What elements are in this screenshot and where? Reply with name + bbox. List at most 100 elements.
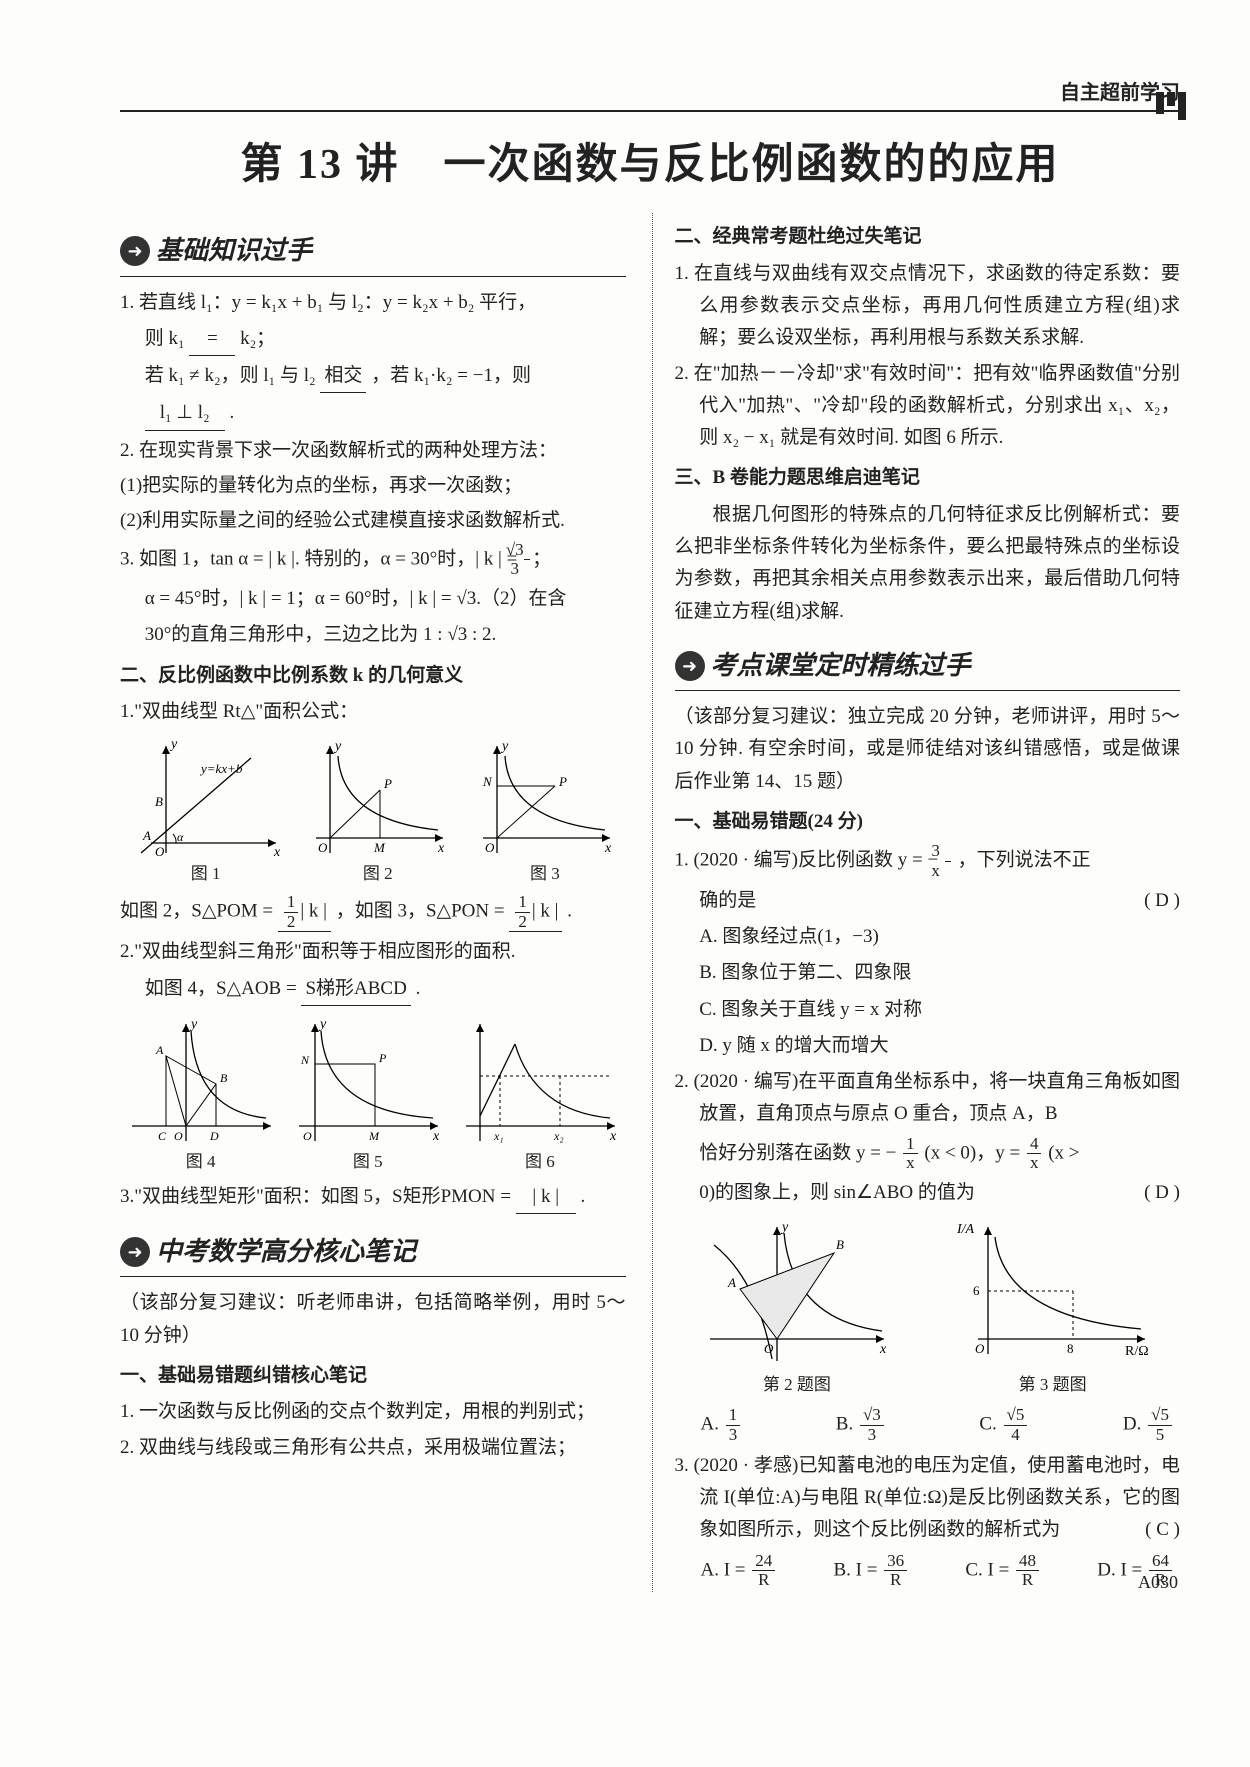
formula-2b: 如图 4，S△AOB = S梯形ABCD .: [120, 973, 626, 1006]
svg-text:y: y: [318, 1017, 327, 1032]
svg-text:P: P: [378, 1051, 387, 1065]
figure-2: y x P O M 图 2: [308, 738, 448, 889]
r-item-1: 1. 在直线与双曲线有双交点情况下，求函数的待定系数：要么用参数表示交点坐标，再…: [675, 258, 1181, 355]
item-2: 2. 在现实背景下求一次函数解析式的两种处理方法：: [120, 435, 626, 467]
two-column-layout: ➜ 基础知识过手 1. 若直线 l₁：y = k₁x + b₁ 与 l₂：y =…: [120, 213, 1180, 1592]
item-3a: 3. 如图 1，tan α = | k |. 特别的，α = 30°时，| k …: [120, 541, 626, 579]
svg-text:B: B: [836, 1237, 844, 1252]
svg-text:y: y: [333, 739, 342, 754]
svg-text:I/A: I/A: [956, 1222, 975, 1237]
svg-text:8: 8: [1067, 1341, 1074, 1356]
section-banner-core: ➜ 中考数学高分核心笔记: [120, 1230, 626, 1277]
question-2: 2. (2020 · 编写)在平面直角坐标系中，将一块直角三角板如图放置，直角顶…: [675, 1066, 1181, 1131]
figure-q3-caption: 第 3 题图: [953, 1371, 1153, 1400]
q2-opt-d: D. √55: [1123, 1406, 1174, 1444]
header-rule: [120, 110, 1180, 112]
blank-rect: | k |: [516, 1181, 576, 1214]
r-item-3: 根据几何图形的特殊点的几何特征求反比例解析式：要么把非坐标条件转化为坐标条件，要…: [675, 499, 1181, 628]
note-1: 1. 一次函数与反比例函的交点个数判定，用根的判别式；: [120, 1396, 626, 1428]
svg-text:α: α: [177, 830, 184, 844]
figure-3-caption: 图 3: [475, 860, 615, 889]
svg-text:M: M: [373, 840, 386, 855]
question-2-line3: 0)的图象上，则 sin∠ABO 的值为( D ): [675, 1177, 1181, 1209]
svg-text:B: B: [220, 1071, 228, 1085]
banner-text: 基础知识过手: [156, 229, 332, 273]
guide-1: （该部分复习建议：听老师串讲，包括简略举例，用时 5～10 分钟）: [120, 1287, 626, 1352]
q3-opt-b: B. I = 36R: [833, 1552, 909, 1590]
question-1-line2: 确的是( D ): [675, 885, 1181, 917]
svg-text:y=kx+b: y=kx+b: [199, 761, 243, 776]
q2-choices: A. 13 B. √33 C. √54 D. √55: [675, 1404, 1181, 1446]
svg-text:C: C: [158, 1129, 167, 1143]
item-1: 1. 若直线 l₁：y = k₁x + b₁ 与 l₂：y = k₂x + b₂…: [120, 287, 626, 319]
left-column: ➜ 基础知识过手 1. 若直线 l₁：y = k₁x + b₁ 与 l₂：y =…: [120, 213, 626, 1592]
figure-row-1: y x y=kx+b A B O α 图 1: [120, 738, 626, 889]
figure-row-2: y A B C D O 图 4: [120, 1016, 626, 1177]
figure-4-caption: 图 4: [126, 1148, 276, 1177]
header-icon: [1156, 92, 1186, 120]
figure-4: y A B C D O 图 4: [126, 1016, 276, 1177]
subheading-practice: 一、基础易错题(24 分): [675, 806, 1181, 838]
svg-text:y: y: [500, 739, 509, 754]
item-2b: (2)利用实际量之间的经验公式建模直接求函数解析式.: [120, 505, 626, 537]
figure-3: y x P N O 图 3: [475, 738, 615, 889]
question-2-line2: 恰好分别落在函数 y = − 1x (x < 0)，y = 4x (x >: [675, 1135, 1181, 1173]
svg-text:y: y: [169, 738, 178, 752]
svg-text:B: B: [155, 794, 163, 809]
note-2: 2. 双曲线与线段或三角形有公共点，采用极端位置法；: [120, 1432, 626, 1464]
r-item-2: 2. 在"加热－－冷却"求"有效时间"：把有效"临界函数值"分别代入"加热"、"…: [675, 358, 1181, 455]
right-column: 二、经典常考题杜绝过失笔记 1. 在直线与双曲线有双交点情况下，求函数的待定系数…: [652, 213, 1181, 1592]
figure-5: y x N P O M 图 5: [293, 1016, 443, 1177]
item-1-line2: 则 k₁ = k₂；: [120, 323, 626, 356]
svg-text:O: O: [303, 1129, 312, 1143]
q1-opt-b: B. 图象位于第二、四象限: [675, 957, 1181, 989]
svg-text:x: x: [273, 845, 281, 858]
section-banner-practice: ➜ 考点课堂定时精练过手: [675, 644, 1181, 691]
svg-text:x: x: [609, 1129, 617, 1144]
answer-2: ( D ): [1144, 1177, 1180, 1209]
page-number: A030: [1138, 1567, 1178, 1598]
blank-trapezoid: S梯形ABCD: [301, 973, 410, 1006]
svg-text:A: A: [727, 1275, 736, 1290]
figure-6-caption: 图 6: [460, 1148, 620, 1177]
subheading-r1: 二、经典常考题杜绝过失笔记: [675, 221, 1181, 253]
svg-text:D: D: [209, 1129, 219, 1143]
blank-eq: =: [189, 323, 235, 356]
q1-opt-d: D. y 随 x 的增大而增大: [675, 1030, 1181, 1062]
q1-opt-c: C. 图象关于直线 y = x 对称: [675, 994, 1181, 1026]
svg-text:P: P: [383, 776, 392, 791]
blank-perp: l₁ ⊥ l₂: [145, 397, 225, 430]
q3-opt-c: C. I = 48R: [965, 1552, 1041, 1590]
page: 自主超前学习 第 13 讲 一次函数与反比例函数的的应用 ➜ 基础知识过手 1.…: [0, 0, 1250, 1632]
svg-text:y: y: [189, 1017, 198, 1032]
svg-text:x: x: [879, 1342, 887, 1357]
answer-3: ( C ): [1170, 1514, 1180, 1546]
q2-opt-b: B. √33: [836, 1406, 886, 1444]
figure-1-caption: 图 1: [131, 860, 281, 889]
svg-text:O: O: [318, 840, 328, 855]
svg-text:O: O: [155, 844, 165, 858]
formula-2: 2."双曲线型斜三角形"面积等于相应图形的面积.: [120, 936, 626, 968]
item-3c: 30°的直角三角形中，三边之比为 1 : √3 : 2.: [120, 619, 626, 651]
svg-text:x: x: [437, 841, 445, 856]
banner-text: 中考数学高分核心笔记: [156, 1230, 436, 1274]
svg-text:x₂: x₂: [553, 1129, 564, 1143]
subheading-r2: 三、B 卷能力题思维启迪笔记: [675, 462, 1181, 494]
svg-text:O: O: [485, 840, 495, 855]
svg-text:y: y: [780, 1220, 789, 1235]
q1-opt-a: A. 图象经过点(1，−3): [675, 921, 1181, 953]
formula-1: 1."双曲线型 Rt△"面积公式：: [120, 696, 626, 728]
svg-text:O: O: [764, 1341, 774, 1356]
arrow-icon: ➜: [120, 236, 150, 266]
answer-1: ( D ): [1144, 885, 1180, 917]
svg-text:x₁: x₁: [493, 1129, 504, 1143]
svg-text:O: O: [174, 1129, 183, 1143]
svg-text:x: x: [604, 841, 612, 856]
svg-text:N: N: [482, 774, 493, 789]
question-3: 3. (2020 · 孝感)已知蓄电池的电压为定值，使用蓄电池时，电流 I(单位…: [675, 1450, 1181, 1547]
item-1-line4: l₁ ⊥ l₂ .: [120, 397, 626, 430]
q2-opt-a: A. 13: [701, 1406, 743, 1444]
q3-choices: A. I = 24R B. I = 36R C. I = 48R D. I = …: [675, 1550, 1181, 1592]
subheading-2: 二、反比例函数中比例系数 k 的几何意义: [120, 660, 626, 692]
formula-3: 3."双曲线型矩形"面积：如图 5，S矩形PMON = | k | .: [120, 1181, 626, 1214]
